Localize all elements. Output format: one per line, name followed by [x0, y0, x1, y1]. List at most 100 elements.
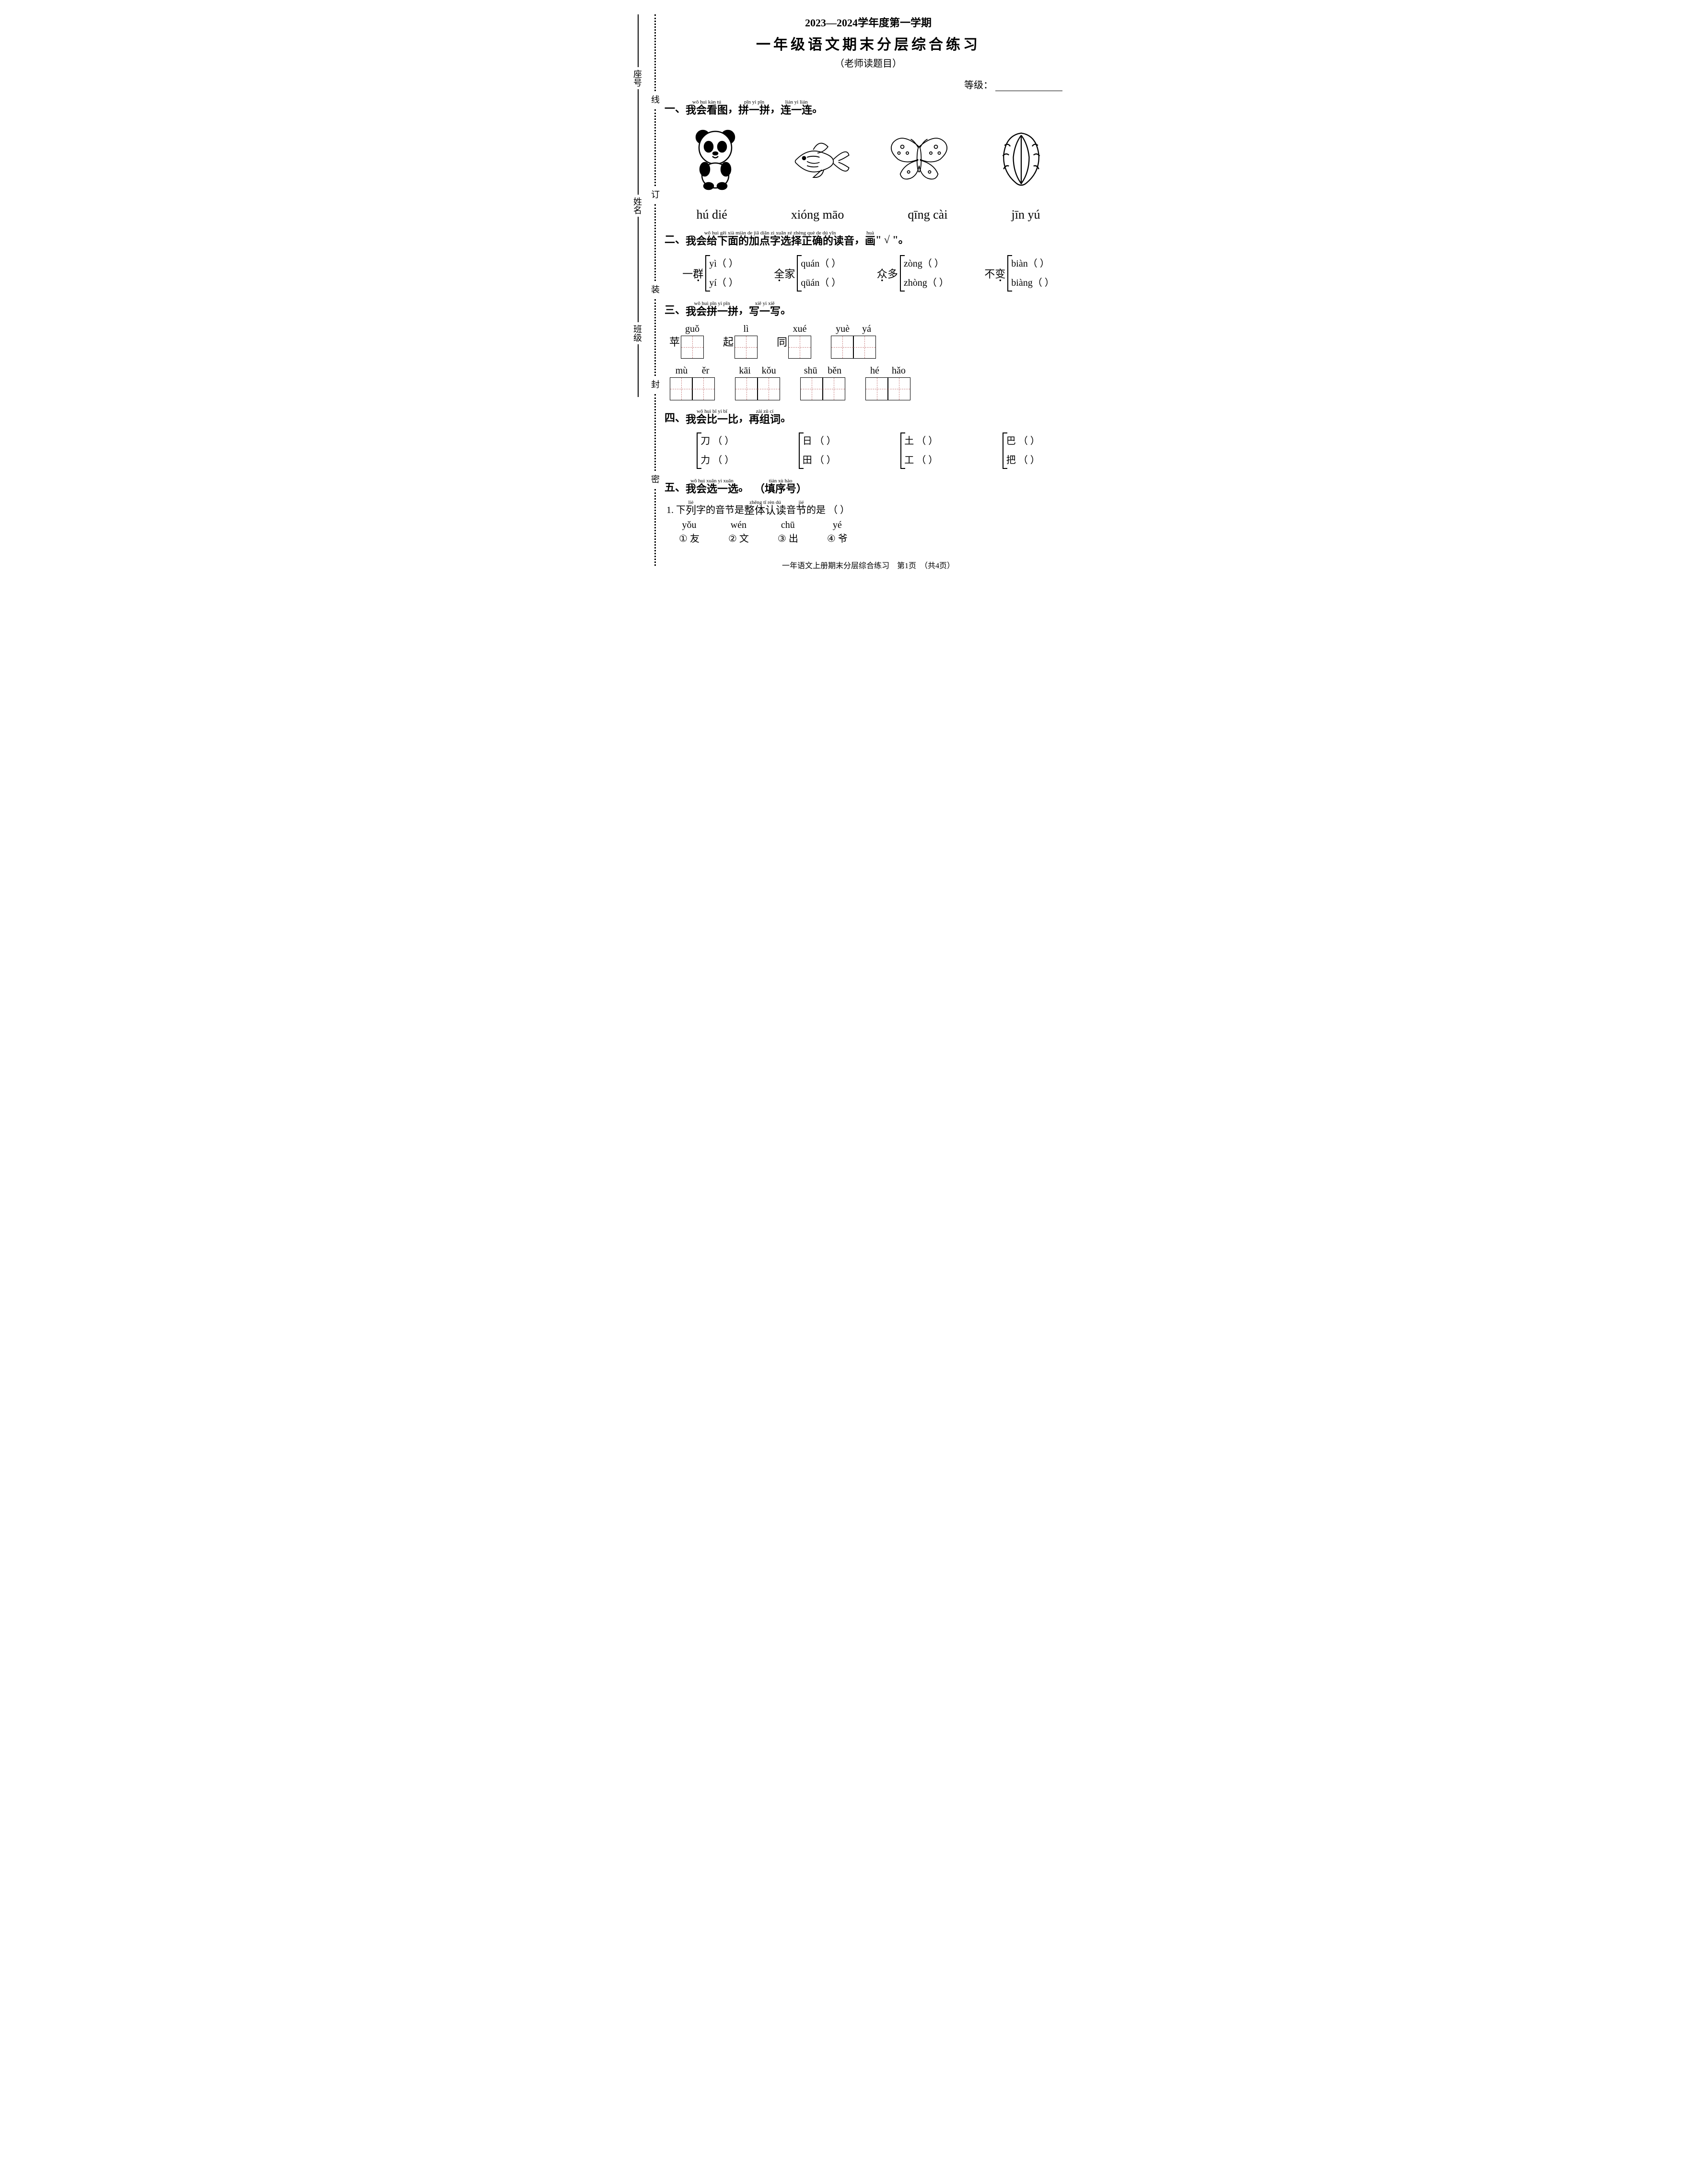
word-blank[interactable]: 力 （ ） — [700, 451, 734, 470]
word-blank[interactable]: 巴 （ ） — [1006, 432, 1040, 451]
ruby-segment: wǒ huì bǐ yi bǐ我会比一比 — [686, 409, 738, 425]
pinyin-option[interactable]: yì（ ） — [709, 254, 738, 273]
pinyin-option[interactable]: zhòng（ ） — [904, 273, 949, 292]
q5-option[interactable]: wén② 文 — [728, 520, 749, 545]
char-input-box[interactable] — [692, 377, 715, 400]
word-blank[interactable]: 把 （ ） — [1006, 451, 1040, 470]
char-input-box[interactable] — [735, 336, 758, 359]
word-blank[interactable]: 刀 （ ） — [700, 432, 734, 451]
q4-pair: 刀 （ ）力 （ ） — [697, 432, 734, 470]
ruby-segment: jié节 — [796, 500, 806, 516]
binding-markers: 线订装封密 — [650, 14, 660, 566]
ruby-segment: pīn yi pīn拼一拼 — [738, 100, 770, 116]
q2-item: 众多zòng（ ）zhòng（ ） — [877, 254, 949, 292]
q1-pinyin-row: hú dié xióng māo qīng cài jīn yú — [665, 208, 1072, 222]
q3-item: 苹guǒ — [669, 324, 704, 359]
word-blank[interactable]: 日 （ ） — [803, 432, 836, 451]
binding-marker: 封 — [649, 380, 661, 390]
q3-item: héhǎo — [865, 365, 911, 400]
header-subtitle: （老师读题目） — [665, 56, 1072, 70]
ruby-segment: zài zǔ cí再组词 — [749, 409, 781, 425]
char-input-box[interactable] — [681, 336, 704, 359]
q3-heading: 三、wǒ huì pīn yi pīn我会拼一拼，xiě yi xiě写一写。 — [665, 301, 1072, 317]
q3-row-1: 苹guǒ 起lì 同xué yuèyá — [669, 324, 1072, 359]
q1-images — [665, 121, 1072, 193]
q5-heading: 五、wǒ huì xuǎn yi xuǎn我会选一选。 tián xù hào（… — [665, 479, 1072, 494]
binding-marker: 订 — [649, 190, 661, 200]
char-input-box[interactable] — [853, 336, 876, 359]
cabbage-icon — [988, 121, 1055, 193]
q1-pinyin-word[interactable]: hú dié — [697, 208, 727, 222]
binding-field-label: 班级 — [631, 325, 643, 342]
q3-item: shūběn — [800, 365, 846, 400]
q4-pair: 巴 （ ）把 （ ） — [1003, 432, 1040, 470]
pinyin-option[interactable]: biàn（ ） — [1011, 254, 1054, 273]
pinyin-option[interactable]: yí（ ） — [709, 273, 738, 292]
char-input-box[interactable] — [887, 377, 910, 400]
header: 2023—2024学年度第一学期 一年级语文期末分层综合练习 （老师读题目） — [665, 14, 1072, 70]
ruby-segment: wǒ huì gěi xià miàn de jiā diǎn zì xuǎn … — [686, 231, 854, 246]
header-title: 一年级语文期末分层综合练习 — [665, 33, 1072, 54]
pinyin-option[interactable]: qüán（ ） — [801, 273, 841, 292]
q2-item: 不变biàn（ ）biàng（ ） — [984, 254, 1054, 292]
q5-options: yǒu① 友 wén② 文 chū③ 出 yé④ 爷 — [679, 520, 1072, 545]
pinyin-option[interactable]: biàng（ ） — [1011, 273, 1054, 292]
q3-row-2: mùěr kāikǒu shūběn héhǎo — [669, 365, 1072, 400]
char-input-box[interactable] — [670, 377, 693, 400]
q1-pinyin-word[interactable]: xióng māo — [791, 208, 844, 222]
char-input-box[interactable] — [831, 336, 854, 359]
ruby-segment: zhěng tǐ rèn dú整体认读 — [744, 500, 786, 516]
butterfly-icon — [886, 121, 953, 193]
q4-pair: 土 （ ）工 （ ） — [900, 432, 938, 470]
q3-item: 起lì — [723, 324, 758, 359]
char-input-box[interactable] — [788, 336, 811, 359]
ruby-segment: wǒ huì xuǎn yi xuǎn我会选一选 — [686, 479, 738, 494]
q1-pinyin-word[interactable]: jīn yú — [1012, 208, 1040, 222]
q3-item: kāikǒu — [735, 365, 781, 400]
header-year: 2023—2024学年度第一学期 — [665, 14, 1072, 30]
q5-question: 1. 下liè列字的音节是zhěng tǐ rèn dú整体认读音jié节的是 … — [666, 500, 1072, 516]
exam-page: 座号姓名班级 线订装封密 2023—2024学年度第一学期 一年级语文期末分层综… — [621, 0, 1082, 590]
ruby-segment: liè列 — [686, 500, 696, 516]
word-blank[interactable]: 田 （ ） — [803, 451, 836, 470]
word-blank[interactable]: 工 （ ） — [904, 451, 938, 470]
q3-item: yuèyá — [830, 324, 876, 359]
binding-marker: 装 — [649, 285, 661, 295]
q2-items: 一群yì（ ）yí（ ） 全家quán（ ）qüán（ ） 众多zòng（ ）zhò… — [665, 254, 1072, 292]
binding-strip: 座号姓名班级 线订装封密 — [626, 14, 660, 566]
q4-heading: 四、wǒ huì bǐ yi bǐ我会比一比，zài zǔ cí再组词。 — [665, 409, 1072, 425]
ruby-segment: xiě yi xiě写一写 — [749, 301, 781, 317]
q5-option[interactable]: yé④ 爷 — [827, 520, 848, 545]
page-footer: 一年语文上册期末分层综合练习 第1页 （共4页） — [665, 559, 1072, 571]
q5-option[interactable]: chū③ 出 — [778, 520, 798, 545]
ruby-segment: tián xù hào（填序号） — [754, 479, 807, 494]
pinyin-option[interactable]: zòng（ ） — [904, 254, 949, 273]
ruby-segment: lián yi lián连一连 — [781, 100, 812, 116]
q3-item: 同xué — [777, 324, 811, 359]
q1-heading: 一、wǒ huì kàn tú我会看图，pīn yi pīn拼一拼，lián y… — [665, 100, 1072, 116]
binding-fields: 座号姓名班级 — [631, 14, 645, 566]
q5-option[interactable]: yǒu① 友 — [679, 520, 700, 545]
char-input-box[interactable] — [757, 377, 780, 400]
pinyin-option[interactable]: quán（ ） — [801, 254, 841, 273]
ruby-segment: wǒ huì pīn yi pīn我会拼一拼 — [686, 301, 738, 317]
q2-heading: 二、wǒ huì gěi xià miàn de jiā diǎn zì xuǎ… — [665, 231, 1072, 246]
goldfish-icon — [784, 121, 851, 193]
char-input-box[interactable] — [735, 377, 758, 400]
char-input-box[interactable] — [800, 377, 823, 400]
q2-item: 一群yì（ ）yí（ ） — [682, 254, 738, 292]
char-input-box[interactable] — [822, 377, 845, 400]
q4-pair: 日 （ ）田 （ ） — [799, 432, 836, 470]
binding-field-label: 座号 — [631, 70, 643, 87]
grade-label: 等级： — [964, 80, 993, 91]
ruby-segment: wǒ huì kàn tú我会看图 — [686, 100, 728, 116]
grade-row: 等级： — [665, 77, 1072, 91]
binding-marker: 线 — [649, 95, 661, 105]
ruby-segment: huà画 — [865, 231, 875, 246]
q1-pinyin-word[interactable]: qīng cài — [908, 208, 947, 222]
char-input-box[interactable] — [865, 377, 888, 400]
binding-field-label: 姓名 — [631, 197, 643, 214]
word-blank[interactable]: 土 （ ） — [904, 432, 938, 451]
q2-item: 全家quán（ ）qüán（ ） — [774, 254, 841, 292]
q3-item: mùěr — [669, 365, 715, 400]
